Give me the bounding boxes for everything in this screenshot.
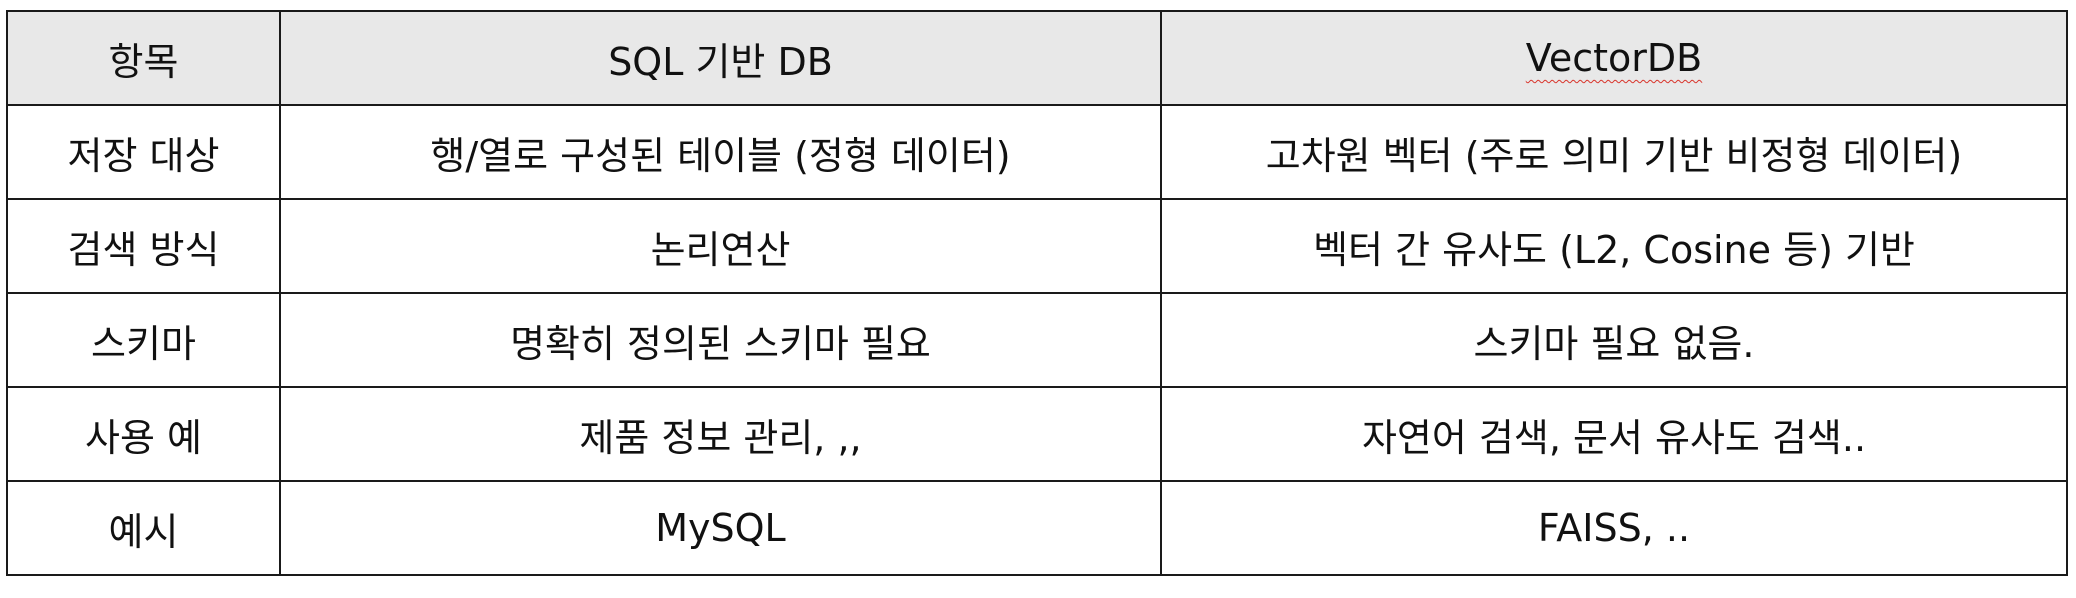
comparison-table: 항목 SQL 기반 DB VectorDB 저장 대상 행/열로 구성된 테이블… — [6, 10, 2068, 576]
table-row: 사용 예 제품 정보 관리, ,, 자연어 검색, 문서 유사도 검색.. — [6, 386, 2068, 482]
cell-sql-search[interactable]: 논리연산 — [279, 198, 1162, 294]
cell-vector-example[interactable]: FAISS, .. — [1160, 480, 2068, 576]
header-sql-db[interactable]: SQL 기반 DB — [279, 10, 1162, 106]
cell-sql-storage[interactable]: 행/열로 구성된 테이블 (정형 데이터) — [279, 104, 1162, 200]
table-row: 저장 대상 행/열로 구성된 테이블 (정형 데이터) 고차원 벡터 (주로 의… — [6, 104, 2068, 200]
row-label-storage[interactable]: 저장 대상 — [6, 104, 281, 200]
row-label-schema[interactable]: 스키마 — [6, 292, 281, 388]
table-row: 예시 MySQL FAISS, .. — [6, 480, 2068, 576]
cell-vector-storage[interactable]: 고차원 벡터 (주로 의미 기반 비정형 데이터) — [1160, 104, 2068, 200]
header-item[interactable]: 항목 — [6, 10, 281, 106]
cell-sql-example[interactable]: MySQL — [279, 480, 1162, 576]
header-vectordb-text: VectorDB — [1525, 36, 1703, 80]
table-row: 스키마 명확히 정의된 스키마 필요 스키마 필요 없음. — [6, 292, 2068, 388]
row-label-search[interactable]: 검색 방식 — [6, 198, 281, 294]
table-row: 검색 방식 논리연산 벡터 간 유사도 (L2, Cosine 등) 기반 — [6, 198, 2068, 294]
header-row: 항목 SQL 기반 DB VectorDB — [6, 10, 2068, 106]
cell-vector-usage[interactable]: 자연어 검색, 문서 유사도 검색.. — [1160, 386, 2068, 482]
row-label-usage[interactable]: 사용 예 — [6, 386, 281, 482]
row-label-example[interactable]: 예시 — [6, 480, 281, 576]
cell-vector-search[interactable]: 벡터 간 유사도 (L2, Cosine 등) 기반 — [1160, 198, 2068, 294]
cell-sql-schema[interactable]: 명확히 정의된 스키마 필요 — [279, 292, 1162, 388]
cell-sql-usage[interactable]: 제품 정보 관리, ,, — [279, 386, 1162, 482]
comparison-table-wrapper: 항목 SQL 기반 DB VectorDB 저장 대상 행/열로 구성된 테이블… — [6, 10, 2068, 576]
header-vectordb[interactable]: VectorDB — [1160, 10, 2068, 106]
cell-vector-schema[interactable]: 스키마 필요 없음. — [1160, 292, 2068, 388]
